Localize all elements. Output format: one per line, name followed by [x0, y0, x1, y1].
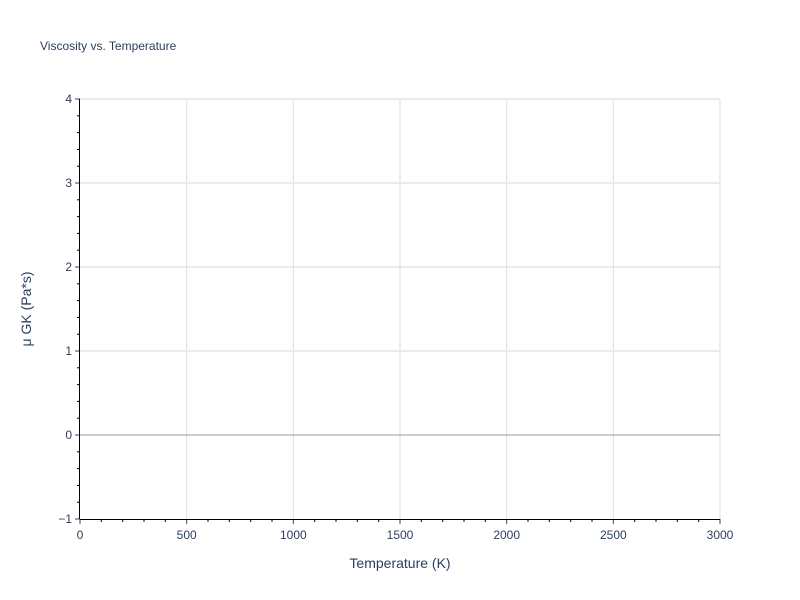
y-tick-label: 4 [65, 92, 72, 106]
y-tick-label: 3 [65, 176, 72, 190]
x-tick-label: 1000 [280, 528, 307, 542]
chart-title: Viscosity vs. Temperature [40, 39, 177, 53]
y-tick-label: 1 [65, 344, 72, 358]
y-tick-label: −1 [58, 512, 72, 526]
grid [80, 98, 721, 519]
x-tick-label: 1500 [387, 528, 414, 542]
x-tick-label: 0 [77, 528, 84, 542]
x-tick-label: 2500 [600, 528, 627, 542]
y-axis-label: μ GK (Pa*s) [18, 272, 34, 347]
x-tick-label: 3000 [707, 528, 734, 542]
y-tick-label: 0 [65, 428, 72, 442]
y-tick-label: 2 [65, 260, 72, 274]
x-tick-label: 500 [177, 528, 197, 542]
axes: 0 500 1000 1500 2000 2500 3000 −1 0 1 2 3 4 [58, 92, 733, 542]
x-tick-label: 2000 [493, 528, 520, 542]
x-axis-label: Temperature (K) [349, 555, 450, 571]
